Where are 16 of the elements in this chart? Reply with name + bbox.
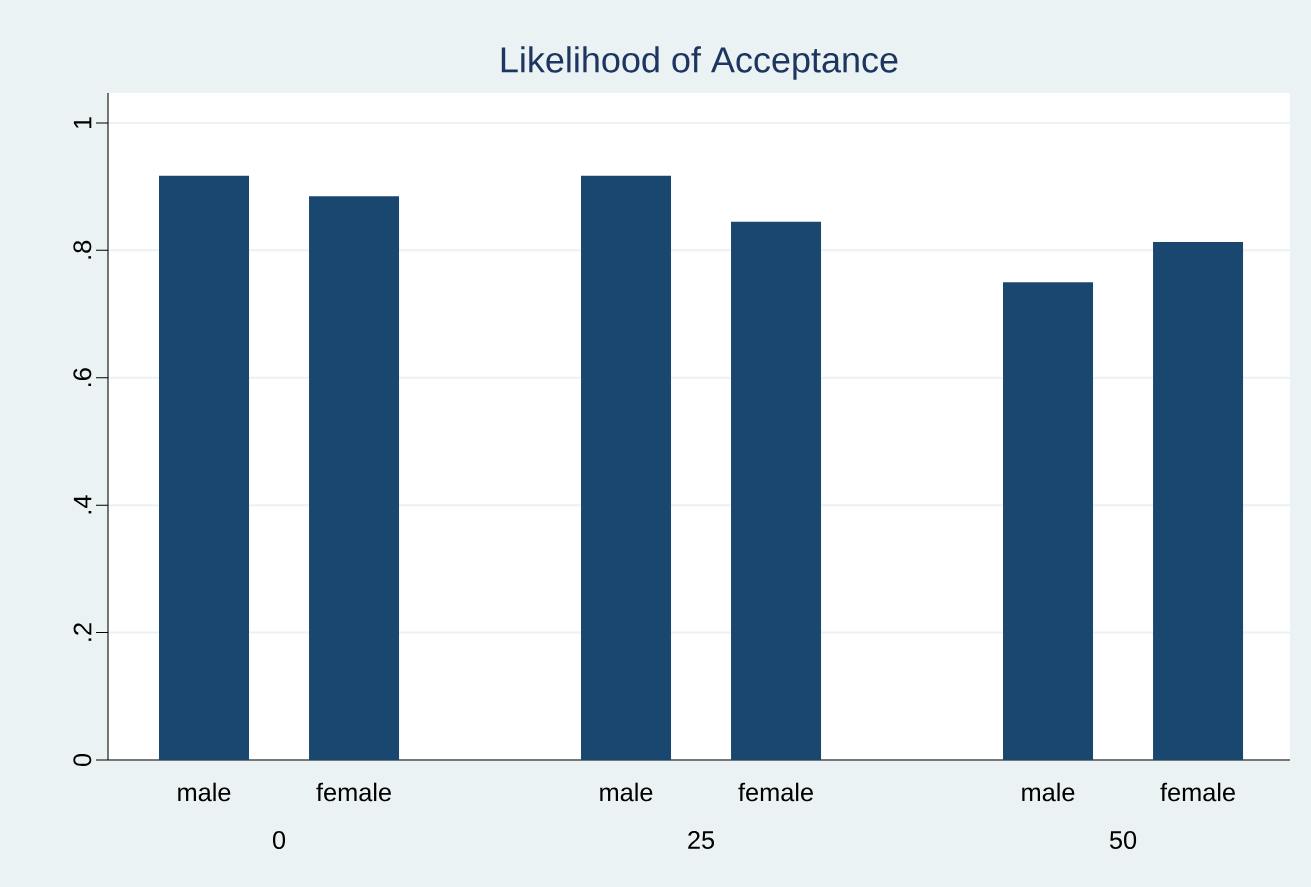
x-tick-label: female [1160,782,1235,802]
text: 0 [272,831,286,849]
text: 50 [1109,831,1137,849]
text: 25 [688,831,715,849]
y-tick-label: 1 [73,117,92,129]
y-tick-label: .8 [73,240,92,259]
chart-title: Likelihood of Acceptance [501,46,898,80]
y-tick-label: .6 [73,368,92,386]
y-tick-label: 0 [73,753,92,767]
x-tick-label: male [1022,782,1075,802]
x-tick-label: female [316,782,391,802]
x-tick-label: female [738,782,813,802]
x-tick-label: male [178,782,231,802]
y-tick-label: .4 [73,495,92,514]
x-tick-label: male [600,782,653,802]
y-tick-label: .2 [73,623,92,641]
